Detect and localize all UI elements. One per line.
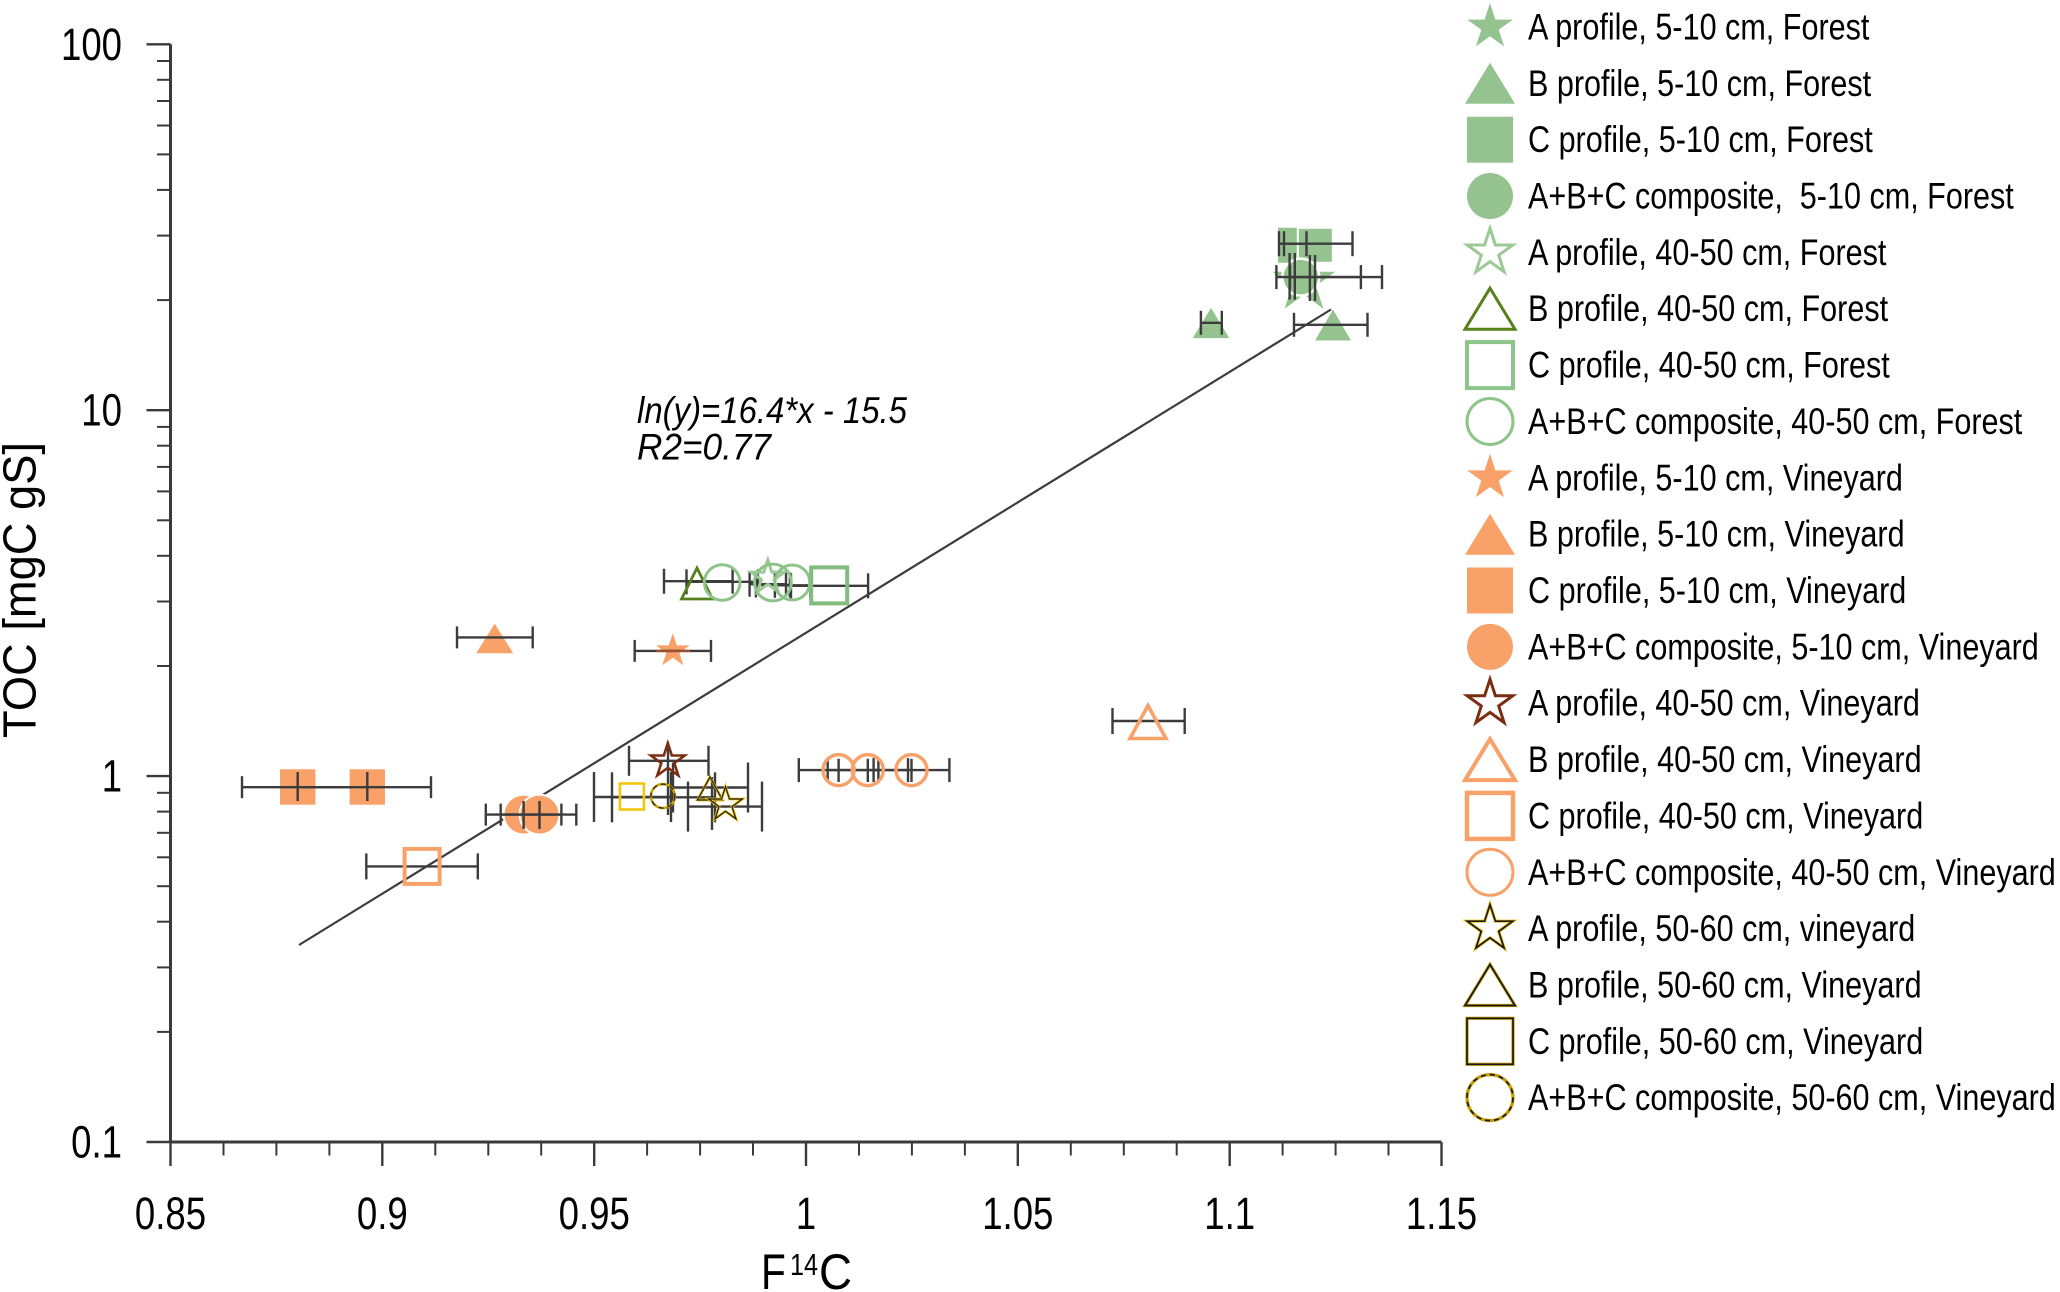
svg-text:1: 1 [102, 751, 122, 802]
svg-text:TOC [mgC gS]: TOC [mgC gS] [0, 442, 46, 738]
svg-text:0.9: 0.9 [357, 1188, 408, 1239]
svg-text:1: 1 [796, 1188, 816, 1239]
svg-text:1.15: 1.15 [1406, 1188, 1477, 1239]
svg-text:C profile, 40-50 cm, Vineyard: C profile, 40-50 cm, Vineyard [1528, 794, 1923, 836]
svg-text:A profile, 50-60 cm, vineyard: A profile, 50-60 cm, vineyard [1528, 907, 1915, 949]
svg-text:B profile, 5-10 cm, Forest: B profile, 5-10 cm, Forest [1528, 62, 1872, 104]
svg-text:0.1: 0.1 [71, 1117, 122, 1168]
svg-text:A+B+C composite, 5-10 cm, Vine: A+B+C composite, 5-10 cm, Vineyard [1528, 625, 2039, 667]
svg-text:A profile, 5-10 cm, Forest: A profile, 5-10 cm, Forest [1528, 6, 1870, 48]
svg-text:A+B+C composite, 5-10 cm, For: A+B+C composite, 5-10 cm, Forest [1528, 175, 2014, 217]
svg-text:A profile, 40-50 cm, Vineyard: A profile, 40-50 cm, Vineyard [1528, 682, 1920, 724]
svg-text:B profile, 40-50 cm, Vineyard: B profile, 40-50 cm, Vineyard [1528, 738, 1922, 780]
svg-text:100: 100 [61, 19, 122, 70]
svg-text:1.05: 1.05 [982, 1188, 1053, 1239]
svg-text:B profile, 5-10 cm, Vineyard: B profile, 5-10 cm, Vineyard [1528, 513, 1905, 555]
svg-text:1.1: 1.1 [1204, 1188, 1255, 1239]
svg-text:B profile, 50-60 cm, Vineyard: B profile, 50-60 cm, Vineyard [1528, 964, 1922, 1006]
svg-text:R2=0.77: R2=0.77 [637, 426, 773, 468]
svg-text:A+B+C composite, 50-60 cm, Vin: A+B+C composite, 50-60 cm, Vineyard [1528, 1076, 2056, 1118]
svg-text:F: F [761, 1244, 786, 1292]
svg-text:C profile, 40-50 cm, Forest: C profile, 40-50 cm, Forest [1528, 344, 1890, 386]
svg-text:B profile, 40-50 cm, Forest: B profile, 40-50 cm, Forest [1528, 287, 1889, 329]
svg-text:A+B+C composite, 40-50 cm, Vin: A+B+C composite, 40-50 cm, Vineyard [1528, 851, 2056, 893]
svg-text:0.85: 0.85 [135, 1188, 206, 1239]
svg-text:ln(y)=16.4*x - 15.5: ln(y)=16.4*x - 15.5 [637, 389, 907, 431]
svg-text:A profile, 5-10 cm, Vineyard: A profile, 5-10 cm, Vineyard [1528, 456, 1903, 498]
svg-text:14: 14 [790, 1247, 818, 1282]
svg-text:C: C [819, 1244, 852, 1292]
svg-text:C profile, 5-10 cm, Forest: C profile, 5-10 cm, Forest [1528, 118, 1873, 160]
svg-text:0.95: 0.95 [559, 1188, 630, 1239]
svg-text:C profile, 50-60 cm, Vineyard: C profile, 50-60 cm, Vineyard [1528, 1020, 1923, 1062]
svg-text:10: 10 [81, 385, 122, 436]
svg-text:A+B+C composite, 40-50 cm, For: A+B+C composite, 40-50 cm, Forest [1528, 400, 2023, 442]
svg-text:A profile, 40-50 cm, Forest: A profile, 40-50 cm, Forest [1528, 231, 1887, 273]
svg-text:C profile, 5-10 cm, Vineyard: C profile, 5-10 cm, Vineyard [1528, 569, 1906, 611]
